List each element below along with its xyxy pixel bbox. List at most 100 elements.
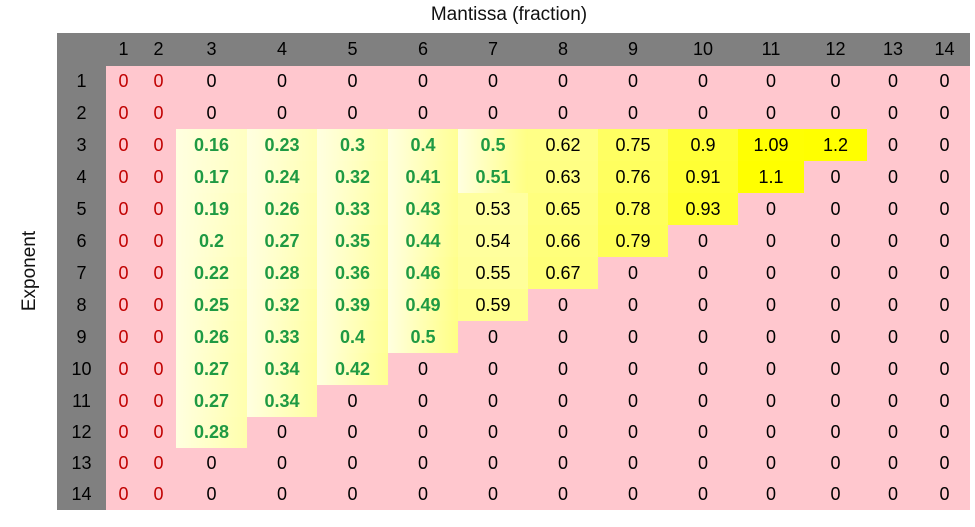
heatmap-cell-r6-c8: 0.66 <box>528 225 598 257</box>
heatmap-cell-r11-c4: 0.34 <box>247 385 317 417</box>
heatmap-cell-r11-c14: 0 <box>919 385 970 417</box>
heatmap-cell-r12-c10: 0 <box>668 417 738 448</box>
row-header-8: 8 <box>57 289 106 321</box>
heatmap-cell-r9-c12: 0 <box>804 321 867 353</box>
heatmap-cell-r7-c4: 0.28 <box>247 257 317 289</box>
heatmap-cell-r7-c3: 0.22 <box>176 257 247 289</box>
heatmap-cell-r2-c5: 0 <box>317 97 388 129</box>
row-header-4: 4 <box>57 161 106 193</box>
heatmap-cell-r11-c10: 0 <box>668 385 738 417</box>
heatmap-cell-r1-c8: 0 <box>528 66 598 97</box>
column-header-12: 12 <box>804 33 867 66</box>
heatmap-cell-r4-c5: 0.32 <box>317 161 388 193</box>
heatmap-cell-r8-c10: 0 <box>668 289 738 321</box>
row-header-1: 1 <box>57 66 106 97</box>
heatmap-cell-r12-c14: 0 <box>919 417 970 448</box>
heatmap-cell-r3-c6: 0.4 <box>388 129 458 161</box>
heatmap-cell-r11-c3: 0.27 <box>176 385 247 417</box>
heatmap-cell-r4-c7: 0.51 <box>458 161 528 193</box>
corner-header-cell <box>57 33 106 66</box>
heatmap-cell-r14-c4: 0 <box>247 479 317 510</box>
heatmap-cell-r2-c14: 0 <box>919 97 970 129</box>
heatmap-cell-r1-c14: 0 <box>919 66 970 97</box>
heatmap-cell-r5-c2: 0 <box>141 193 176 225</box>
heatmap-cell-r8-c6: 0.49 <box>388 289 458 321</box>
row-header-10: 10 <box>57 353 106 385</box>
column-header-10: 10 <box>668 33 738 66</box>
heatmap-cell-r9-c11: 0 <box>738 321 804 353</box>
heatmap-cell-r6-c5: 0.35 <box>317 225 388 257</box>
heatmap-cell-r13-c13: 0 <box>867 448 919 479</box>
heatmap-cell-r2-c12: 0 <box>804 97 867 129</box>
heatmap-cell-r5-c13: 0 <box>867 193 919 225</box>
column-header-7: 7 <box>458 33 528 66</box>
heatmap-cell-r7-c2: 0 <box>141 257 176 289</box>
heatmap-cell-r8-c2: 0 <box>141 289 176 321</box>
heatmap-cell-r5-c9: 0.78 <box>598 193 668 225</box>
heatmap-cell-r9-c4: 0.33 <box>247 321 317 353</box>
heatmap-cell-r8-c8: 0 <box>528 289 598 321</box>
heatmap-cell-r5-c14: 0 <box>919 193 970 225</box>
heatmap-cell-r14-c9: 0 <box>598 479 668 510</box>
heatmap-cell-r7-c9: 0 <box>598 257 668 289</box>
heatmap-cell-r10-c2: 0 <box>141 353 176 385</box>
heatmap-cell-r12-c13: 0 <box>867 417 919 448</box>
heatmap-cell-r6-c1: 0 <box>106 225 141 257</box>
heatmap-cell-r1-c9: 0 <box>598 66 668 97</box>
heatmap-cell-r9-c6: 0.5 <box>388 321 458 353</box>
heatmap-cell-r4-c2: 0 <box>141 161 176 193</box>
heatmap-cell-r13-c8: 0 <box>528 448 598 479</box>
heatmap-cell-r3-c5: 0.3 <box>317 129 388 161</box>
heatmap-cell-r11-c7: 0 <box>458 385 528 417</box>
heatmap-cell-r14-c10: 0 <box>668 479 738 510</box>
heatmap-cell-r3-c1: 0 <box>106 129 141 161</box>
column-header-13: 13 <box>867 33 919 66</box>
heatmap-cell-r6-c11: 0 <box>738 225 804 257</box>
heatmap-cell-r11-c8: 0 <box>528 385 598 417</box>
heatmap-cell-r12-c6: 0 <box>388 417 458 448</box>
heatmap-cell-r5-c11: 0 <box>738 193 804 225</box>
heatmap-cell-r14-c11: 0 <box>738 479 804 510</box>
heatmap-cell-r12-c5: 0 <box>317 417 388 448</box>
heatmap-cell-r8-c9: 0 <box>598 289 668 321</box>
heatmap-cell-r12-c7: 0 <box>458 417 528 448</box>
heatmap-cell-r5-c10: 0.93 <box>668 193 738 225</box>
heatmap-cell-r10-c7: 0 <box>458 353 528 385</box>
heatmap-cell-r2-c1: 0 <box>106 97 141 129</box>
heatmap-cell-r13-c2: 0 <box>141 448 176 479</box>
heatmap-cell-r6-c10: 0 <box>668 225 738 257</box>
heatmap-cell-r13-c11: 0 <box>738 448 804 479</box>
heatmap-cell-r2-c3: 0 <box>176 97 247 129</box>
heatmap-cell-r13-c3: 0 <box>176 448 247 479</box>
column-header-3: 3 <box>176 33 247 66</box>
heatmap-cell-r3-c8: 0.62 <box>528 129 598 161</box>
heatmap-cell-r8-c14: 0 <box>919 289 970 321</box>
row-header-13: 13 <box>57 448 106 479</box>
heatmap-cell-r1-c5: 0 <box>317 66 388 97</box>
heatmap-cell-r10-c1: 0 <box>106 353 141 385</box>
heatmap-cell-r7-c11: 0 <box>738 257 804 289</box>
heatmap-cell-r7-c8: 0.67 <box>528 257 598 289</box>
heatmap-cell-r14-c14: 0 <box>919 479 970 510</box>
heatmap-cell-r3-c14: 0 <box>919 129 970 161</box>
heatmap-cell-r10-c4: 0.34 <box>247 353 317 385</box>
heatmap-cell-r13-c6: 0 <box>388 448 458 479</box>
heatmap-cell-r13-c5: 0 <box>317 448 388 479</box>
heatmap-cell-r14-c8: 0 <box>528 479 598 510</box>
heatmap-cell-r1-c10: 0 <box>668 66 738 97</box>
heatmap-cell-r10-c12: 0 <box>804 353 867 385</box>
heatmap-cell-r13-c10: 0 <box>668 448 738 479</box>
heatmap-cell-r12-c3: 0.28 <box>176 417 247 448</box>
heatmap-cell-r13-c12: 0 <box>804 448 867 479</box>
heatmap-cell-r6-c9: 0.79 <box>598 225 668 257</box>
heatmap-cell-r2-c6: 0 <box>388 97 458 129</box>
heatmap-cell-r13-c1: 0 <box>106 448 141 479</box>
heatmap-cell-r10-c5: 0.42 <box>317 353 388 385</box>
heatmap-cell-r7-c13: 0 <box>867 257 919 289</box>
heatmap-cell-r6-c3: 0.2 <box>176 225 247 257</box>
column-header-5: 5 <box>317 33 388 66</box>
row-header-11: 11 <box>57 385 106 417</box>
heatmap-cell-r10-c9: 0 <box>598 353 668 385</box>
heatmap-cell-r2-c11: 0 <box>738 97 804 129</box>
heatmap-cell-r8-c3: 0.25 <box>176 289 247 321</box>
